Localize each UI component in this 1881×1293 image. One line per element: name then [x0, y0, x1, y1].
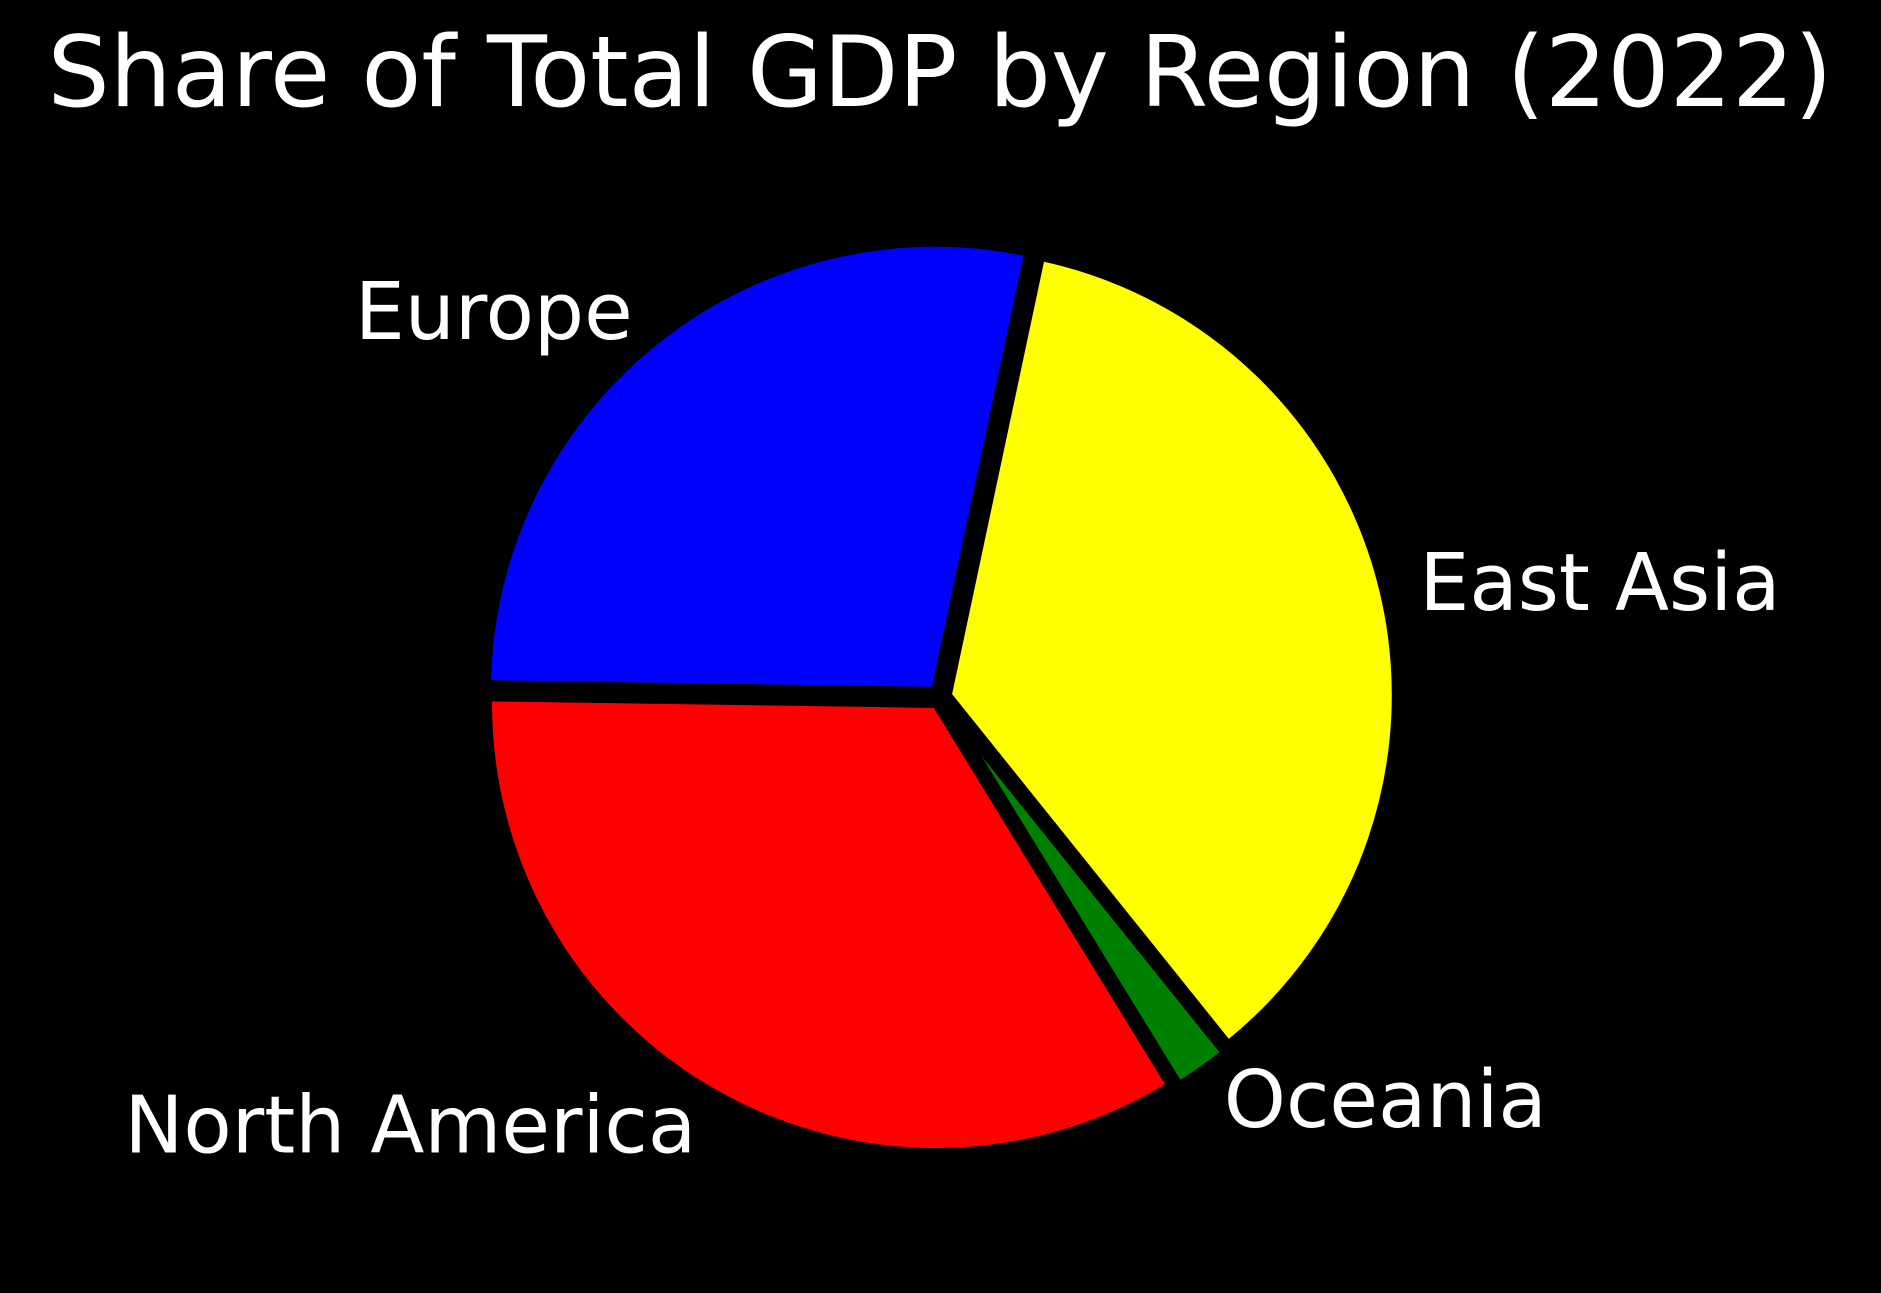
pie-slice-east-asia [943, 252, 1400, 1051]
slice-label-north-america: North America [124, 1079, 696, 1171]
pie-slice-oceania [941, 701, 1231, 1091]
chart-title: Share of Total GDP by Region (2022) [47, 16, 1832, 130]
slice-label-oceania: Oceania [1224, 1054, 1547, 1146]
slice-label-east-asia: East Asia [1419, 537, 1780, 629]
pie-labels: East Asia Oceania North America Europe [124, 266, 1780, 1172]
slice-label-europe: Europe [355, 266, 633, 358]
pie-slices [482, 238, 1400, 1156]
pie-slice-north-america [484, 693, 1177, 1156]
pie-slice-europe [482, 238, 1033, 695]
